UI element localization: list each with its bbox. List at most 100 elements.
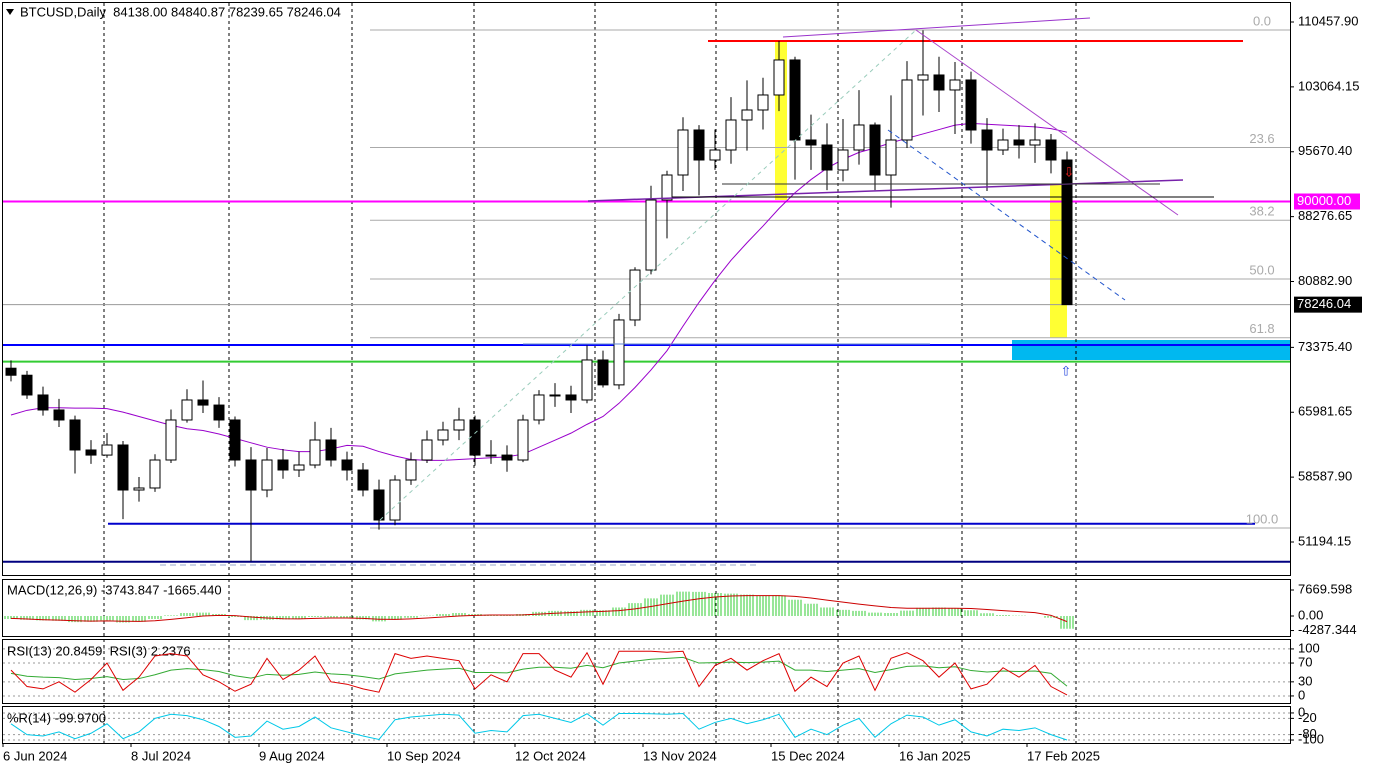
candle-body [261, 459, 273, 491]
zone [1012, 340, 1290, 360]
panel-frame [2, 706, 1291, 744]
signal-line [10, 595, 1068, 623]
y-tick-label: 65981.65 [1298, 404, 1352, 419]
rsi-line [10, 656, 1068, 687]
price-tag-label: 78246.04 [1297, 296, 1351, 311]
y-tick-label: 0.00 [1298, 607, 1323, 622]
candle-body [453, 419, 465, 431]
x-tick-label: 6 Jun 2024 [3, 748, 67, 763]
x-tick-label: 10 Sep 2024 [387, 748, 461, 763]
panel-title: %R(14) -99.9700 [7, 710, 106, 725]
candle-body [853, 124, 865, 151]
y-tick-label: 110457.90 [1298, 13, 1359, 28]
panel-title: MACD(12,26,9) -3743.847 -1665.440 [7, 582, 222, 597]
y-tick-label: 58587.90 [1298, 469, 1352, 484]
candle-body [149, 459, 161, 489]
candle-body [901, 79, 913, 141]
candle-body [709, 149, 721, 161]
fib-label: 61.8 [1249, 321, 1274, 336]
candle-body [885, 139, 897, 176]
fib-label: 38.2 [1249, 204, 1274, 219]
candle-body [869, 124, 881, 176]
candle-body [245, 459, 257, 491]
panel-title: RSI(13) 20.8459 RSI(3) 2.2376 [7, 643, 191, 658]
candle-body [469, 419, 481, 456]
candle-body [997, 139, 1009, 151]
candle-body [965, 79, 977, 131]
candle-body [533, 394, 545, 421]
trendline [379, 29, 917, 521]
candle-body [693, 129, 705, 161]
trendline [887, 129, 1126, 301]
candle-body [821, 144, 833, 171]
y-tick-label: 7669.598 [1298, 581, 1352, 596]
candle-body [405, 459, 417, 481]
candle-body [37, 394, 49, 411]
candle-body [613, 319, 625, 386]
candle-body [309, 439, 321, 466]
x-tick-label: 8 Jul 2024 [131, 748, 191, 763]
x-tick-label: 12 Oct 2024 [515, 748, 586, 763]
candle-body [165, 419, 177, 461]
candle-body [117, 444, 129, 491]
y-tick-label: 70 [1298, 654, 1312, 669]
candle-body [85, 449, 97, 456]
y-tick-label: 95670.40 [1298, 143, 1352, 158]
fib-label: 0.0 [1253, 13, 1271, 28]
candle-body [421, 439, 433, 461]
candle-body [437, 429, 449, 441]
candle-body [917, 74, 929, 81]
candle-body [949, 79, 961, 91]
candle-body [53, 409, 65, 421]
y-tick-label: 100 [1298, 640, 1320, 655]
candle-body [581, 359, 593, 401]
chart-title: BTCUSD,Daily 84138.00 84840.87 78239.65 … [20, 4, 341, 19]
y-tick-label: -20 [1298, 710, 1317, 725]
candle-body [21, 374, 33, 396]
candle-body [101, 444, 113, 456]
arrow: ⇧ [1061, 363, 1072, 378]
panel-frame [2, 579, 1291, 637]
fib-label: 50.0 [1249, 262, 1274, 277]
x-tick-label: 13 Nov 2024 [643, 748, 717, 763]
panel-frame [2, 2, 1291, 576]
trendlines: ⇩ ⇧ [160, 17, 1214, 566]
candle-body [341, 459, 353, 471]
candle-body [629, 269, 641, 321]
trendline [782, 17, 1091, 38]
candle-body [741, 109, 753, 121]
candle-body [805, 139, 817, 146]
candle-body [293, 464, 305, 471]
menu-triangle [6, 9, 14, 15]
candle-body [773, 59, 785, 96]
candle-body [5, 367, 17, 376]
arrow: ⇩ [1064, 164, 1075, 179]
y-tick-label: -4287.344 [1298, 622, 1357, 637]
candle-body [69, 419, 81, 451]
candle-body [325, 439, 337, 461]
candle-body [757, 94, 769, 111]
fib-label: 23.6 [1249, 131, 1274, 146]
candle-body [213, 404, 225, 421]
price-tag [1294, 296, 1362, 313]
y-tick-label: 80882.90 [1298, 273, 1352, 288]
candle-body [373, 489, 385, 521]
marks [5, 30, 1073, 562]
candle-body [517, 419, 529, 461]
candle-body [501, 454, 513, 461]
candle-body [549, 394, 561, 397]
candle-body [357, 469, 369, 491]
candle-body [389, 479, 401, 521]
y-tick-label: 0 [1298, 704, 1305, 719]
candle-body [229, 419, 241, 461]
x-tick-label: 15 Dec 2024 [771, 748, 845, 763]
candle-body [789, 59, 801, 141]
candle-body [725, 119, 737, 151]
candle-body [1013, 139, 1025, 146]
candle-body [661, 174, 673, 201]
x-tick-label: 16 Jan 2025 [899, 748, 971, 763]
candle-body [597, 359, 609, 386]
candle-body [565, 394, 577, 401]
